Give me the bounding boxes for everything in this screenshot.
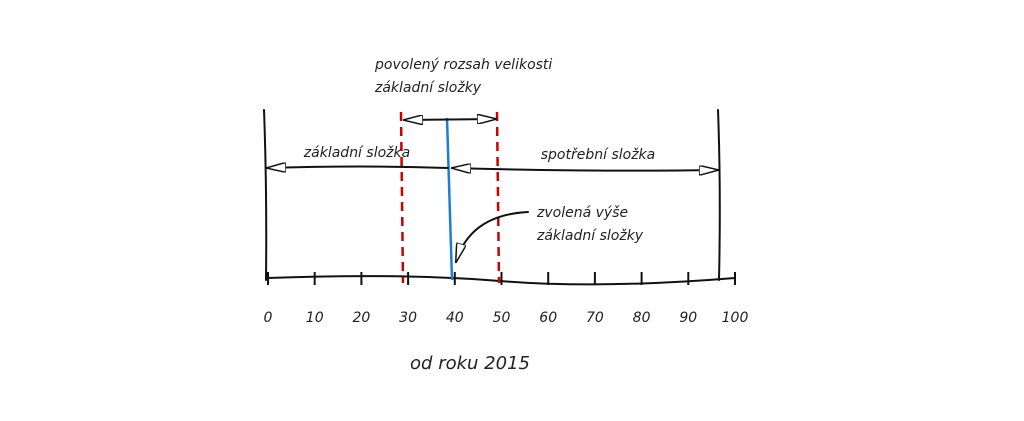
segment-label: základní složka [303,145,410,161]
pointer-label: zvolená výše [536,205,628,221]
range-min-line [399,111,405,284]
tick-label: 90 [679,310,697,326]
pointer-label: základní složky [536,228,644,244]
top-label: základní složky [374,80,482,96]
tick-label: 50 [493,310,511,326]
tick-label: 70 [586,310,604,326]
range-arrow [404,119,496,120]
segment-label: spotřební složka [541,147,656,163]
caption: od roku 2015 [410,353,530,374]
tick-label: 60 [539,310,557,326]
chosen-value-line [445,117,454,281]
tick-label: 0 [264,310,273,326]
range-max-line [495,111,501,284]
tick-label: 10 [306,310,324,326]
right-boundary [717,109,721,281]
tick-label: 20 [352,310,370,326]
tick-label: 40 [446,310,464,326]
top-label: povolený rozsah velikosti [374,57,552,73]
axis-ticks: 0 10 20 30 40 50 60 70 80 90 100 [264,272,749,326]
pointer-arrow [456,211,529,262]
tick-label: 100 [722,310,749,326]
left-boundary [263,109,268,281]
base-arrow [267,167,449,169]
consumption-arrow [452,168,718,171]
tick-label: 80 [633,310,651,326]
tick-label: 30 [399,310,417,326]
